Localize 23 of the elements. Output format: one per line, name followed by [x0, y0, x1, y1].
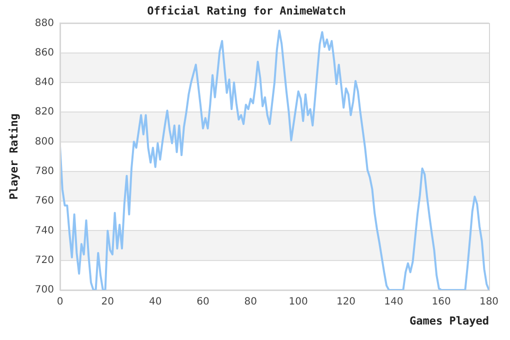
- y-tick-label: 740: [34, 225, 54, 236]
- y-tick-label: 820: [34, 106, 54, 118]
- y-tick-label: 800: [34, 136, 54, 148]
- y-tick-label: 880: [34, 18, 54, 29]
- x-tick-label: 80: [244, 296, 258, 308]
- y-axis-title: Player Rating: [7, 114, 20, 200]
- y-tick-label: 860: [34, 47, 54, 58]
- x-tick-label: 40: [148, 296, 162, 308]
- y-tick-label: 840: [34, 77, 54, 88]
- y-tick-label: 700: [34, 284, 54, 296]
- x-tick-label: 140: [384, 296, 404, 308]
- x-tick-label: 120: [336, 296, 356, 308]
- x-tick-label: 100: [288, 296, 308, 308]
- chart-title: Official Rating for AnimeWatch: [147, 4, 346, 18]
- y-tick-label: 760: [34, 196, 54, 207]
- y-tick-label: 720: [34, 254, 54, 266]
- x-tick-label: 160: [432, 296, 451, 308]
- x-tick-label: 180: [479, 296, 499, 308]
- x-tick-label: 20: [101, 296, 114, 308]
- x-axis-title: Games Played: [410, 314, 489, 328]
- x-tick-label: 60: [196, 296, 210, 308]
- x-tick-label: 0: [56, 296, 64, 308]
- y-tick-label: 780: [34, 166, 54, 178]
